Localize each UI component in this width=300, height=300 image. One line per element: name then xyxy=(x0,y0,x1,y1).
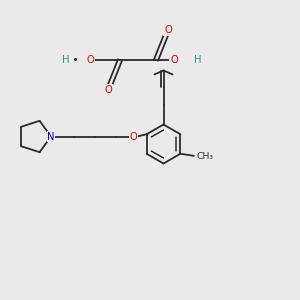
Text: CH₃: CH₃ xyxy=(197,152,214,161)
Text: O: O xyxy=(170,55,178,65)
Text: O: O xyxy=(164,25,172,35)
Text: O: O xyxy=(86,55,94,65)
Text: N: N xyxy=(47,131,55,142)
Text: O: O xyxy=(104,85,112,95)
Text: H: H xyxy=(194,55,202,65)
Text: H: H xyxy=(62,55,70,65)
Text: O: O xyxy=(130,131,137,142)
